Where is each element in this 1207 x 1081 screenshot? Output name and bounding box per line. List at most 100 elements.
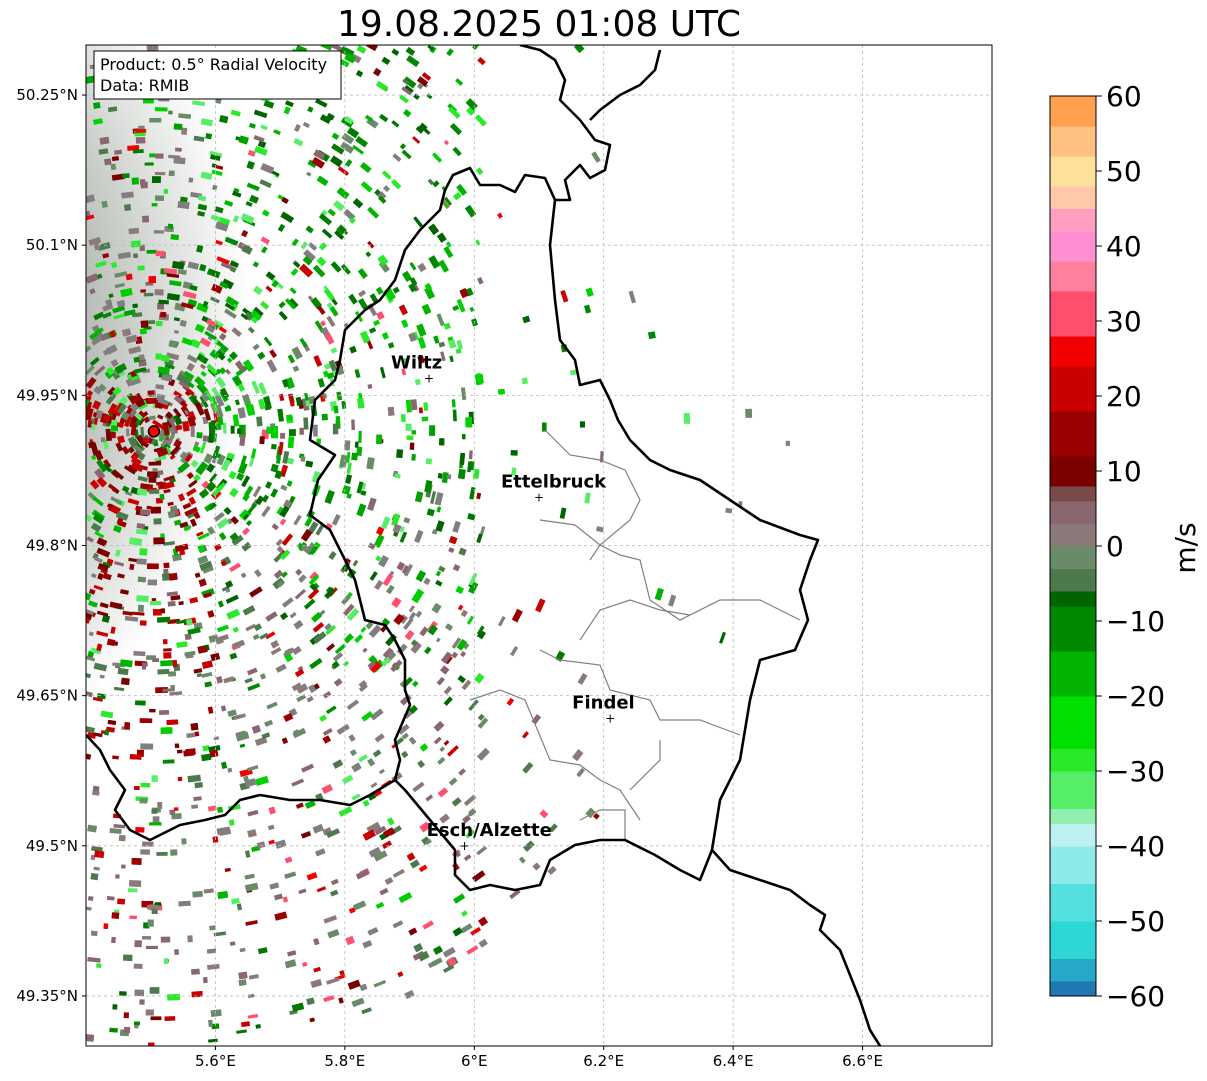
velocity-pixel bbox=[110, 163, 117, 171]
radar-site-marker[interactable] bbox=[147, 425, 161, 438]
velocity-pixel bbox=[163, 541, 175, 546]
velocity-pixel bbox=[358, 289, 367, 298]
velocity-pixel bbox=[439, 813, 450, 824]
velocity-pixel bbox=[466, 945, 479, 955]
velocity-pixel bbox=[184, 409, 190, 416]
map-plot-area[interactable]: +Wiltz+Ettelbruck+Findel+Esch/Alzette bbox=[0, 0, 992, 1046]
colorbar-tick-label: −10 bbox=[1106, 605, 1165, 638]
velocity-pixel bbox=[211, 169, 223, 176]
velocity-pixel bbox=[378, 195, 387, 204]
velocity-pixel bbox=[110, 626, 116, 634]
velocity-pixel bbox=[352, 198, 364, 209]
velocity-pixel bbox=[98, 383, 107, 392]
velocity-pixel bbox=[191, 396, 200, 405]
velocity-pixel bbox=[340, 594, 351, 606]
velocity-pixel bbox=[252, 633, 260, 641]
velocity-pixel bbox=[293, 137, 304, 147]
velocity-pixel bbox=[147, 579, 158, 586]
velocity-pixel bbox=[97, 242, 111, 251]
velocity-pixel bbox=[199, 337, 212, 348]
velocity-pixel bbox=[112, 1004, 118, 1010]
velocity-pixel bbox=[196, 432, 203, 439]
velocity-pixel bbox=[241, 475, 251, 488]
velocity-pixel bbox=[106, 503, 114, 509]
velocity-pixel bbox=[369, 660, 382, 674]
city-marker: +Findel bbox=[572, 693, 635, 726]
velocity-pixel bbox=[234, 399, 240, 406]
velocity-pixel bbox=[193, 796, 202, 801]
velocity-pixel bbox=[324, 587, 336, 600]
velocity-pixel bbox=[223, 506, 232, 516]
velocity-pixel bbox=[190, 722, 199, 731]
velocity-pixel bbox=[341, 485, 351, 495]
velocity-pixel bbox=[417, 760, 425, 768]
velocity-pixel bbox=[244, 677, 253, 684]
velocity-pixel bbox=[218, 332, 227, 341]
velocity-pixel bbox=[202, 300, 209, 308]
velocity-pixel bbox=[194, 401, 205, 416]
velocity-pixel bbox=[173, 123, 183, 131]
velocity-pixel bbox=[443, 322, 451, 330]
velocity-pixel bbox=[323, 362, 332, 370]
velocity-pixel bbox=[99, 136, 110, 145]
velocity-pixel bbox=[229, 487, 239, 498]
velocity-pixel bbox=[184, 650, 196, 657]
velocity-pixel bbox=[193, 511, 201, 520]
velocity-pixel bbox=[206, 363, 218, 375]
velocity-pixel bbox=[305, 460, 314, 468]
velocity-pixel bbox=[421, 72, 432, 81]
velocity-pixel bbox=[189, 596, 199, 604]
velocity-pixel bbox=[202, 745, 210, 752]
velocity-pixel bbox=[367, 206, 380, 219]
velocity-pixel bbox=[260, 162, 275, 175]
velocity-pixel bbox=[100, 332, 110, 342]
velocity-pixel bbox=[257, 351, 266, 360]
radar-site-dot[interactable] bbox=[147, 425, 161, 438]
velocity-pixel bbox=[127, 436, 138, 448]
velocity-pixel bbox=[416, 76, 429, 87]
velocity-pixel bbox=[247, 667, 258, 676]
velocity-pixel bbox=[287, 950, 297, 957]
velocity-pixel bbox=[785, 440, 790, 446]
velocity-pixel bbox=[155, 320, 163, 327]
canton-border bbox=[469, 689, 641, 821]
velocity-pixel bbox=[88, 896, 94, 901]
velocity-pixel bbox=[399, 143, 406, 150]
velocity-pixel bbox=[372, 749, 382, 758]
velocity-pixel bbox=[129, 564, 135, 570]
velocity-pixel bbox=[322, 393, 327, 399]
velocity-pixel bbox=[419, 626, 429, 637]
velocity-pixel bbox=[242, 605, 256, 616]
velocity-pixel bbox=[316, 256, 327, 267]
velocity-pixel bbox=[136, 595, 149, 603]
velocity-pixel bbox=[468, 450, 473, 460]
velocity-pixel bbox=[242, 527, 250, 536]
velocity-pixel bbox=[301, 763, 315, 773]
velocity-pixel bbox=[247, 765, 259, 772]
velocity-pixel bbox=[102, 252, 110, 259]
velocity-pixel bbox=[140, 849, 150, 855]
velocity-pixel bbox=[270, 488, 278, 498]
velocity-pixel bbox=[193, 135, 205, 142]
velocity-pixel bbox=[245, 519, 253, 527]
velocity-pixel bbox=[131, 858, 142, 865]
velocity-pixel bbox=[440, 651, 453, 664]
velocity-pixel bbox=[497, 388, 506, 395]
velocity-pixel bbox=[215, 239, 223, 246]
velocity-pixel bbox=[310, 611, 323, 623]
velocity-pixel bbox=[149, 153, 160, 158]
velocity-pixel bbox=[210, 1009, 222, 1017]
canton-border bbox=[579, 599, 691, 641]
velocity-pixel bbox=[443, 139, 450, 146]
velocity-pixel bbox=[332, 759, 344, 769]
velocity-pixel bbox=[117, 573, 125, 579]
velocity-pixel bbox=[111, 156, 119, 162]
velocity-pixel bbox=[419, 821, 431, 833]
velocity-pixel bbox=[376, 434, 383, 445]
velocity-pixel bbox=[296, 683, 309, 694]
velocity-pixel bbox=[417, 82, 424, 90]
colorbar-band bbox=[1050, 366, 1096, 412]
colorbar-band bbox=[1050, 606, 1096, 652]
colorbar-band bbox=[1050, 748, 1096, 772]
velocity-pixel bbox=[410, 639, 418, 647]
